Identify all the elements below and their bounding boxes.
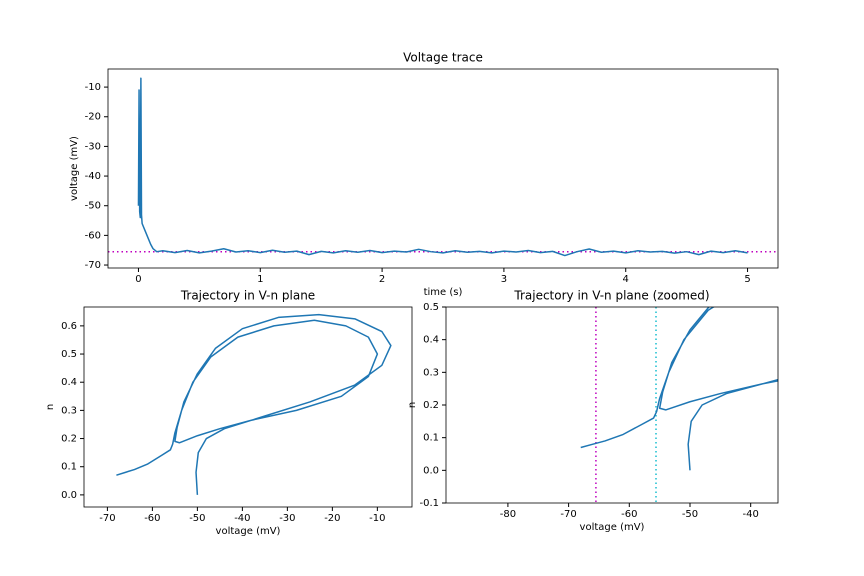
- data-line: [116, 313, 392, 495]
- y-tick-label: -60: [85, 230, 101, 241]
- x-tick-label: -60: [621, 509, 637, 520]
- x-tick-label: 4: [623, 274, 629, 285]
- y-axis-label: voltage (mV): [69, 136, 80, 201]
- x-axis-label: time (s): [424, 287, 463, 298]
- x-tick-label: -70: [560, 509, 576, 520]
- y-tick-label: -50: [85, 201, 101, 212]
- y-tick-label: 0.4: [61, 377, 77, 388]
- y-tick-label: 0.0: [423, 465, 439, 476]
- y-tick-label: 0.1: [61, 462, 77, 473]
- x-tick-label: -10: [369, 513, 385, 524]
- y-tick-label: 0.0: [61, 490, 77, 501]
- x-tick-label: -50: [682, 509, 698, 520]
- axes-frame: [445, 306, 779, 504]
- data-line: [137, 77, 748, 257]
- y-tick-label: -40: [85, 171, 101, 182]
- y-tick-label: 0.6: [61, 321, 77, 332]
- x-axis-label: voltage (mV): [216, 526, 281, 537]
- x-tick-label: -20: [324, 513, 340, 524]
- axes-frame: [83, 306, 413, 508]
- y-axis-label: n: [45, 404, 56, 410]
- chart-title: Trajectory in V-n plane (zoomed): [513, 289, 709, 303]
- chart-title: Trajectory in V-n plane: [180, 289, 315, 303]
- x-tick-label: -40: [743, 509, 759, 520]
- x-tick-label: 0: [135, 274, 141, 285]
- y-tick-label: 0.4: [423, 335, 439, 346]
- y-tick-label: 0.3: [61, 405, 77, 416]
- axes-frame: [107, 68, 779, 269]
- y-tick-label: 0.2: [423, 400, 439, 411]
- x-tick-label: -80: [500, 509, 516, 520]
- y-tick-label: -20: [85, 112, 101, 123]
- y-tick-label: 0.2: [61, 434, 77, 445]
- y-tick-label: -70: [85, 260, 101, 271]
- x-tick-label: -70: [99, 513, 115, 524]
- x-tick-label: -30: [279, 513, 295, 524]
- data-line: [580, 307, 778, 471]
- x-tick-label: 3: [501, 274, 507, 285]
- y-tick-label: 0.3: [423, 367, 439, 378]
- plot-area: [116, 313, 392, 495]
- x-tick-label: 5: [744, 274, 750, 285]
- y-tick-label: -0.1: [419, 498, 439, 509]
- y-tick-label: 0.5: [61, 349, 77, 360]
- x-axis-label: voltage (mV): [580, 522, 645, 533]
- y-axis-label: n: [407, 402, 418, 408]
- y-tick-label: 0.1: [423, 433, 439, 444]
- x-tick-label: -40: [234, 513, 250, 524]
- y-tick-label: -30: [85, 141, 101, 152]
- plot-area: [108, 77, 778, 257]
- chart-title: Voltage trace: [403, 51, 483, 65]
- x-tick-label: -60: [144, 513, 160, 524]
- y-tick-label: 0.5: [423, 302, 439, 313]
- x-tick-label: -50: [189, 513, 205, 524]
- x-tick-label: 1: [257, 274, 263, 285]
- x-tick-label: 2: [379, 274, 385, 285]
- y-tick-label: -10: [85, 82, 101, 93]
- plot-area: [580, 307, 778, 503]
